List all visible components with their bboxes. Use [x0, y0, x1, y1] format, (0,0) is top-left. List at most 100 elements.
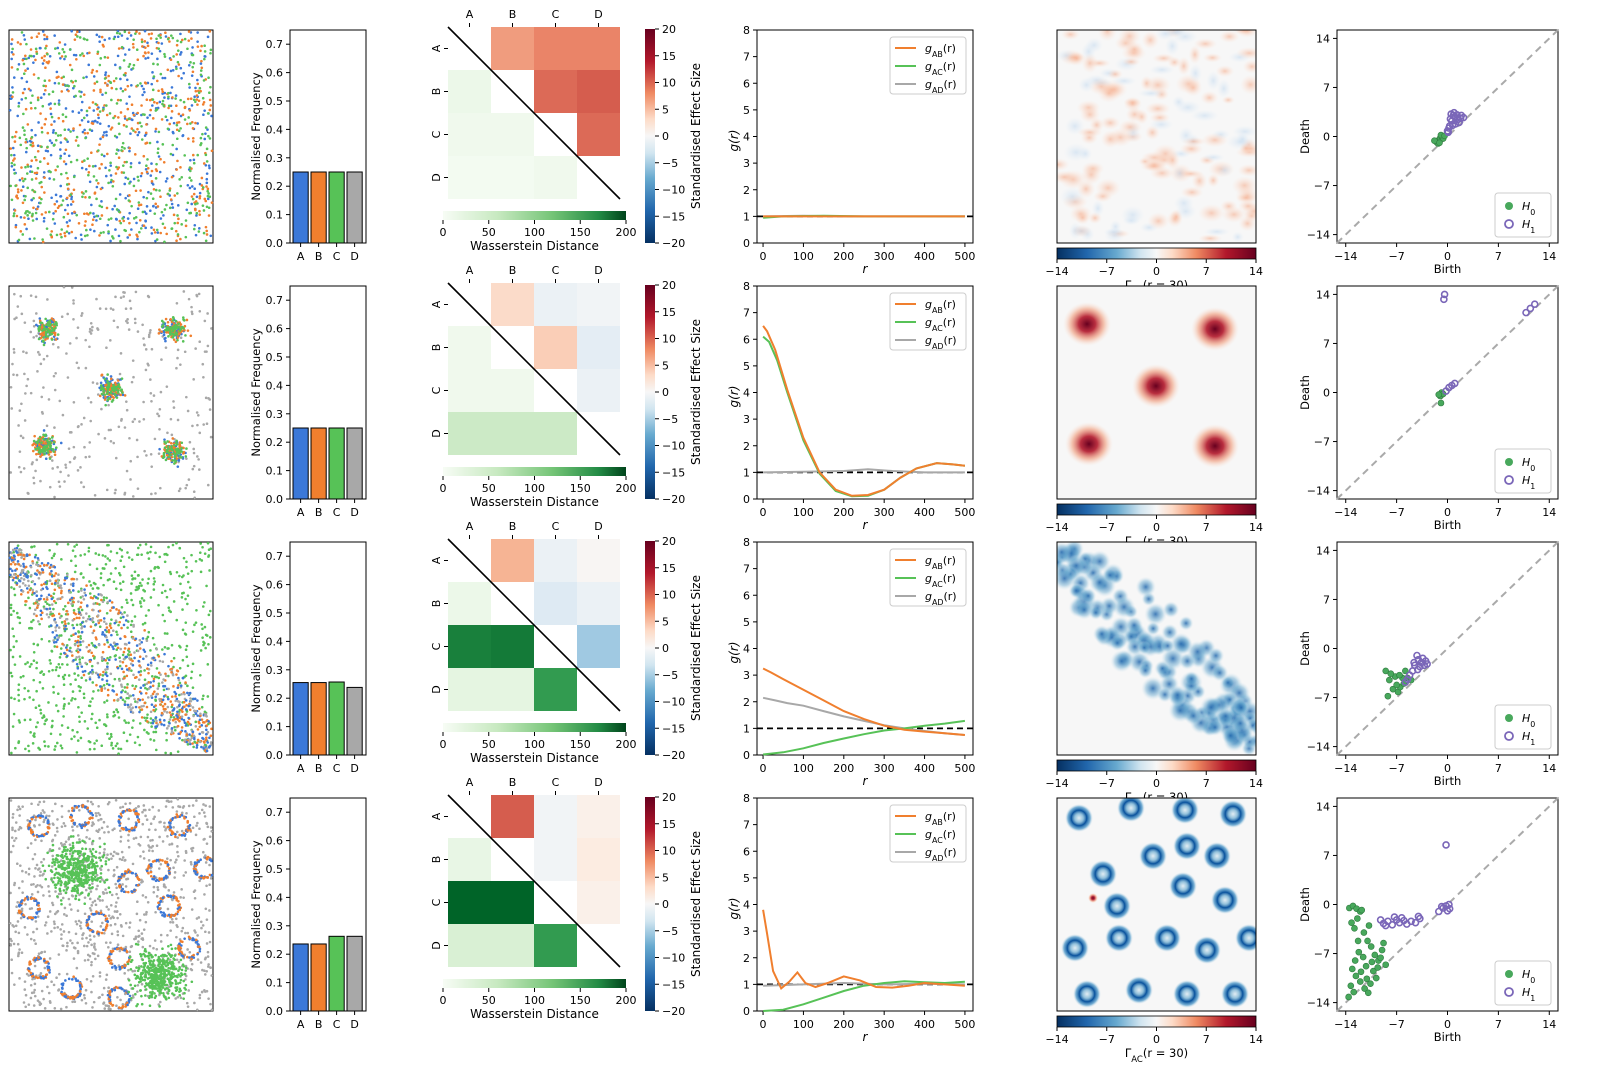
point-A — [77, 111, 81, 114]
point-C — [28, 626, 31, 630]
point-D — [12, 347, 16, 351]
point-C — [34, 725, 38, 729]
point-C — [133, 741, 137, 744]
colorbar-tick-label: 0 — [662, 386, 669, 399]
x-tick-label: B — [315, 762, 323, 775]
point-B — [124, 71, 127, 75]
point-B — [175, 53, 178, 56]
point-C — [77, 607, 81, 611]
point-A — [181, 134, 184, 138]
heat-blob — [1085, 37, 1103, 53]
point-C — [86, 157, 90, 160]
point-A — [116, 642, 119, 646]
point-C — [133, 615, 137, 618]
point-C — [109, 550, 113, 553]
point-D — [20, 576, 23, 580]
point-C — [153, 212, 157, 215]
point-D — [178, 487, 182, 490]
point-B — [142, 54, 145, 58]
point-D — [119, 647, 123, 651]
point-C — [115, 385, 119, 389]
point-C — [11, 47, 14, 51]
point-B — [138, 32, 141, 35]
label-subscript: AC — [932, 68, 943, 77]
point-A — [175, 147, 178, 151]
point-C — [117, 623, 120, 627]
point-B — [67, 601, 70, 605]
label-main: H — [1522, 712, 1530, 725]
point-C — [199, 673, 202, 677]
point-C — [100, 153, 104, 156]
point-B — [14, 130, 18, 134]
point-A — [184, 708, 188, 711]
point-D — [121, 856, 125, 859]
point-D — [133, 651, 136, 654]
point-C — [115, 648, 119, 651]
point-B — [123, 676, 126, 680]
point-A — [36, 556, 40, 560]
point-D — [131, 637, 135, 640]
point-B — [105, 206, 109, 210]
point-A — [206, 35, 210, 39]
point-C — [106, 557, 110, 560]
point-A — [140, 84, 144, 88]
point-C — [21, 126, 25, 129]
point-A — [43, 37, 46, 41]
point-C — [116, 633, 119, 636]
point-D — [23, 419, 27, 422]
point-B — [144, 691, 148, 695]
point-C — [53, 748, 56, 751]
point-A — [119, 696, 123, 699]
point-D — [79, 662, 82, 666]
point-A — [196, 78, 199, 82]
point-B — [176, 336, 180, 339]
point-C — [169, 453, 172, 457]
wasserstein-cell — [448, 668, 491, 711]
point-A — [78, 611, 81, 614]
y-tick-label: 0.6 — [266, 67, 284, 80]
point-C — [56, 165, 59, 168]
label-main: Γ — [1125, 790, 1132, 804]
point-A — [194, 712, 198, 716]
point-C — [100, 392, 104, 396]
point-B — [155, 721, 158, 725]
colorbar-tick-label: −20 — [662, 237, 685, 250]
point-D — [158, 428, 161, 431]
point-C — [120, 145, 124, 149]
point-C — [24, 662, 27, 666]
point-A — [206, 741, 210, 744]
point-D — [16, 305, 20, 308]
point-D — [55, 582, 59, 585]
point-A — [90, 203, 93, 207]
point-D — [209, 741, 213, 744]
diagonal-line — [447, 282, 621, 456]
point-D — [93, 493, 97, 497]
point-C — [38, 622, 41, 626]
heat-band-blob — [1137, 640, 1152, 655]
heat-blob — [1237, 163, 1256, 177]
point-A — [72, 582, 75, 585]
point-C — [160, 325, 164, 328]
point-D — [80, 626, 83, 630]
point-B — [54, 338, 58, 341]
point-B — [168, 122, 172, 126]
label-subscript: AD — [932, 598, 944, 607]
point-B — [35, 171, 39, 175]
point-C — [155, 162, 158, 166]
heat-blob — [1215, 65, 1235, 78]
point-C — [31, 188, 34, 192]
point-C — [205, 584, 208, 588]
point-C — [47, 210, 51, 214]
point-C — [123, 147, 126, 150]
point-B — [159, 195, 162, 198]
point-D — [150, 347, 154, 351]
point-C — [161, 456, 165, 460]
point-B — [135, 233, 138, 237]
point-B — [165, 232, 169, 236]
point-C — [51, 719, 54, 723]
point-B — [124, 664, 128, 668]
point-C — [118, 571, 121, 575]
point-B — [205, 736, 208, 740]
colorbar-tick-label: 5 — [662, 615, 669, 628]
heat-blob — [1145, 101, 1171, 116]
